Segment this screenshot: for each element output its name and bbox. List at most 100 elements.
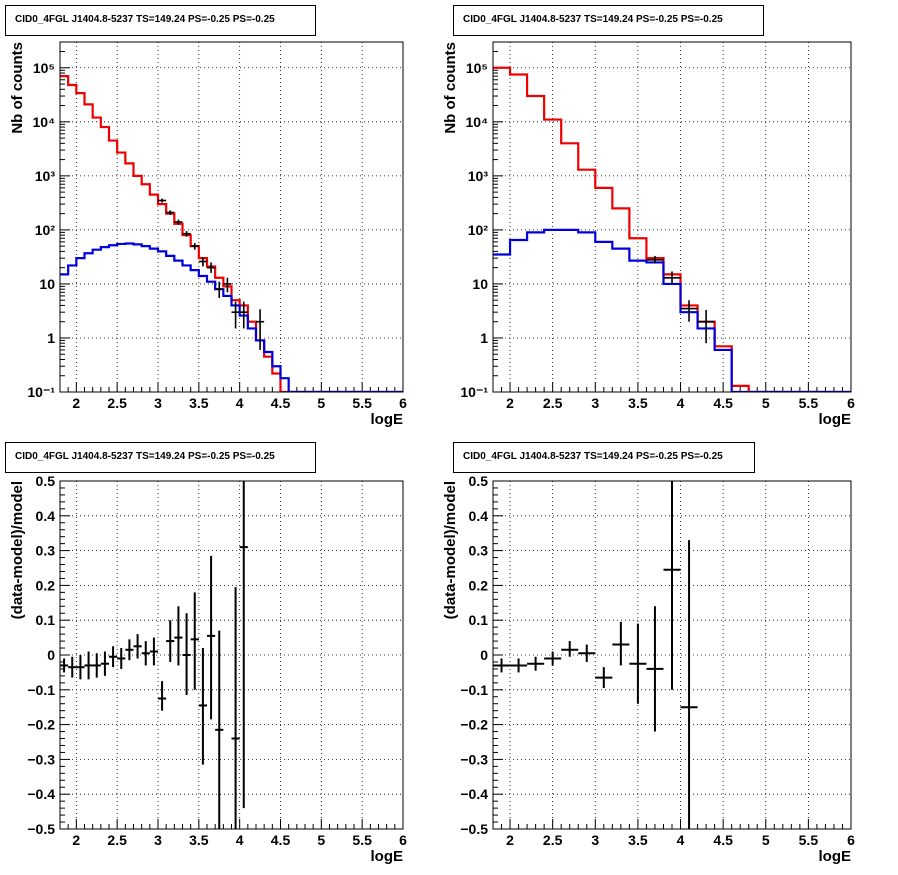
y-tick-label: 10³ (35, 168, 56, 184)
x-tick-label: 3.5 (189, 832, 209, 848)
data-point (697, 309, 715, 344)
residual-point (174, 606, 183, 666)
residual-point (76, 655, 85, 680)
y-tick-label: 0.3 (36, 543, 56, 559)
x-tick-label: 4 (236, 832, 244, 848)
y-tick-label: 0.4 (36, 508, 56, 524)
x-tick-label: 6 (399, 395, 407, 411)
data-point (182, 231, 191, 237)
residual-point (182, 613, 191, 696)
x-tick-label: 5.5 (799, 395, 819, 411)
data-point (239, 301, 248, 329)
data-point (166, 210, 175, 215)
chart-title: CID0_4FGL J1404.8-5237 TS=149.24 PS=-0.2… (453, 442, 755, 473)
x-tick-label: 3.5 (628, 395, 648, 411)
y-tick-label: 0.3 (469, 543, 489, 559)
y-tick-label: 10⁻¹ (460, 384, 488, 400)
x-tick-label: 3.5 (628, 832, 648, 848)
residual-point (109, 646, 118, 668)
residual-point (510, 658, 528, 673)
y-axis-label: (data-model)/model (9, 481, 26, 619)
y-tick-label: −0.1 (27, 682, 55, 698)
y-tick-label: 0.5 (36, 473, 56, 489)
residual-point (68, 656, 77, 678)
y-tick-label: −0.2 (27, 717, 55, 733)
x-tick-label: 2 (72, 832, 80, 848)
x-tick-label: 2.5 (107, 832, 127, 848)
model-total-histogram (493, 66, 851, 392)
x-tick-label: 2 (506, 395, 514, 411)
data-point (207, 262, 216, 273)
y-tick-label: 10⁵ (33, 60, 55, 76)
plot-area (60, 481, 248, 829)
data-point (256, 309, 265, 350)
x-axis-label: logE (371, 411, 404, 428)
plot-frame (59, 41, 404, 393)
y-tick-label: 10⁴ (466, 114, 489, 130)
y-tick-label: −0.3 (27, 751, 55, 767)
y-axis-label: Nb of counts (9, 42, 26, 134)
plot-area (493, 481, 698, 829)
residual-point (215, 630, 224, 829)
y-tick-label: 10² (468, 222, 489, 238)
y-tick-label: 0 (480, 647, 488, 663)
x-tick-label: 4.5 (713, 832, 733, 848)
data-point (215, 281, 224, 298)
residual-point (92, 653, 101, 678)
y-tick-label: 10⁻¹ (27, 384, 55, 400)
residual-point (595, 667, 613, 689)
data-point (231, 301, 240, 329)
residual-point (663, 481, 681, 690)
x-tick-label: 3 (154, 832, 162, 848)
residual-point (190, 592, 199, 690)
x-tick-label: 5.5 (352, 832, 372, 848)
y-tick-label: 0.1 (36, 612, 56, 628)
y-tick-label: 1 (480, 330, 488, 346)
y-tick-label: −0.3 (460, 751, 488, 767)
residual-point (125, 639, 134, 661)
residual-point (629, 623, 647, 704)
x-tick-label: 4 (677, 395, 685, 411)
x-tick-label: 5.5 (799, 832, 819, 848)
x-axis-label: logE (819, 848, 852, 865)
chart-panel-4: 2 2.5 3 3.5 4 4.5 5 5.5 6 −0.5 −0.4 −0.3 −0.2 −0.1 0 0.… (442, 473, 855, 865)
x-tick-label: 4.5 (271, 832, 291, 848)
data-point (158, 198, 167, 203)
residual-point (207, 555, 216, 720)
plot-frame (59, 480, 404, 830)
y-tick-label: 1 (47, 330, 55, 346)
plot-area (493, 66, 851, 392)
x-tick-label: 2 (72, 395, 80, 411)
y-tick-label: −0.4 (460, 786, 488, 802)
y-tick-label: 0.2 (469, 577, 489, 593)
y-tick-label: 10 (39, 276, 55, 292)
residual-point (60, 658, 69, 673)
data-point (198, 257, 207, 267)
data-point (680, 300, 698, 322)
x-tick-label: 5.5 (352, 395, 372, 411)
chart-panel-3: 2 2.5 3 3.5 4 4.5 5 5.5 6 −0.5 −0.4 −0.3 −0.2 −0.1 0 0.… (9, 473, 407, 865)
x-axis-label: logE (371, 848, 404, 865)
model-source-histogram (60, 242, 403, 392)
y-tick-label: 10² (35, 222, 56, 238)
y-axis-label: (data-model)/model (442, 481, 459, 619)
y-tick-label: 10⁴ (33, 114, 56, 130)
y-tick-label: 10 (472, 276, 488, 292)
y-axis-label: Nb of counts (442, 42, 459, 134)
x-tick-label: 5 (762, 395, 770, 411)
data-point (663, 271, 681, 284)
chart-title: CID0_4FGL J1404.8-5237 TS=149.24 PS=-0.2… (5, 5, 316, 36)
data-point (190, 243, 199, 250)
y-tick-label: −0.2 (460, 717, 488, 733)
x-tick-label: 3 (591, 832, 599, 848)
y-tick-label: 0.4 (469, 508, 489, 524)
model-total-histogram (60, 75, 403, 392)
residual-point (231, 587, 240, 829)
y-tick-label: 0.2 (36, 577, 56, 593)
chart-title: CID0_4FGL J1404.8-5237 TS=149.24 PS=-0.2… (453, 5, 764, 36)
plot-area (60, 75, 403, 392)
x-tick-label: 6 (847, 832, 855, 848)
plot-frame (492, 480, 852, 830)
x-tick-label: 5 (762, 832, 770, 848)
